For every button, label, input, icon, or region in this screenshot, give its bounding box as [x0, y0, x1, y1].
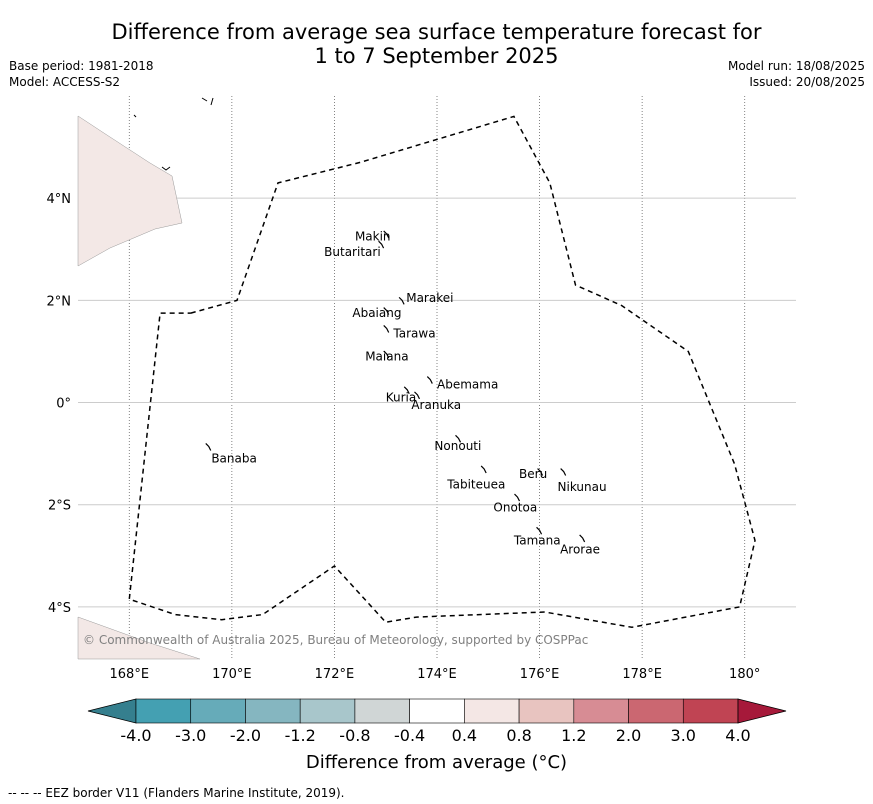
eez-border-line — [128, 115, 756, 629]
lat-tick-label: 2°S — [48, 499, 71, 514]
island-atoll-aranuka — [414, 391, 421, 400]
colorbar-bin — [354, 698, 410, 724]
title-line-1: Difference from average sea surface temp… — [111, 20, 762, 44]
model-text: Model: ACCESS-S2 — [9, 75, 121, 89]
island-atoll-maiana — [383, 350, 390, 359]
colorbar-bin — [464, 698, 520, 724]
island-atoll-onotoa — [514, 493, 521, 502]
island-label-marakei: Marakei — [406, 291, 453, 305]
colorbar-over-arrow — [737, 698, 787, 724]
island-atoll-arorae — [579, 534, 586, 543]
island-atoll-tamana — [536, 526, 543, 535]
lat-tick-label: 2°N — [47, 294, 72, 309]
colorbar-tick-label: -0.4 — [394, 726, 426, 745]
island-atoll-beru — [537, 468, 544, 476]
island-atoll-marakei — [398, 296, 405, 305]
lon-tick-label: 180° — [729, 667, 760, 682]
island-label-abaiang: Abaiang — [352, 306, 401, 320]
island-atoll-butaritari — [378, 240, 385, 249]
island-label-arorae: Arorae — [560, 543, 600, 557]
island-label-nikunau: Nikunau — [558, 480, 607, 494]
colorbar-tick-label: -2.0 — [229, 726, 262, 745]
land-bottom-left — [77, 616, 201, 660]
colorbar-tick-label: -0.8 — [339, 726, 371, 745]
issued-text: Issued: 20/08/2025 — [749, 75, 865, 89]
lon-tick-label: 170°E — [212, 667, 252, 682]
eez-border — [128, 115, 756, 629]
colorbar-tick-label: 0.4 — [451, 726, 478, 745]
island-atoll-nonouti — [455, 434, 462, 443]
landmasses — [77, 97, 214, 660]
meta-right: Model run: 18/08/2025 Issued: 20/08/2025 — [728, 58, 865, 90]
island-atoll-banaba — [205, 443, 212, 451]
island-label-tamana: Tamana — [513, 533, 561, 547]
colorbar-bin — [245, 698, 301, 724]
colorbar — [87, 698, 787, 724]
island-label-onotoa: Onotoa — [493, 500, 537, 514]
island-atoll-kuria — [403, 386, 410, 395]
island-atoll-abemama — [426, 376, 433, 384]
island-label-maiana: Maiana — [365, 350, 408, 364]
colorbar-bin — [682, 698, 739, 724]
island-atoll-makin — [383, 230, 390, 239]
island-label-aranuka: Aranuka — [411, 398, 461, 412]
colorbar-bin — [573, 698, 629, 724]
base-period-text: Base period: 1981-2018 — [9, 59, 154, 73]
axis-labels: 168°E 170°E 172°E 174°E 176°E 178°E 180° 4°N 2°N… — [47, 192, 761, 682]
lat-tick-label: 0° — [56, 397, 71, 412]
lon-tick-label: 174°E — [417, 667, 457, 682]
colorbar-tick-label: 1.2 — [561, 726, 587, 745]
lon-tick-label: 178°E — [622, 667, 662, 682]
colorbar-under-arrow — [87, 698, 137, 724]
island-label-butaritari: Butaritari — [324, 245, 381, 259]
colorbar-title: Difference from average (°C) — [305, 752, 568, 773]
map-title: Difference from average sea surface temp… — [0, 20, 873, 68]
island-label-beru: Beru — [519, 467, 547, 481]
colorbar-tick-label: 2.0 — [615, 726, 642, 745]
colorbar-bin — [409, 698, 465, 724]
island-atoll-tarawa — [383, 325, 390, 333]
island-label-abemama: Abemama — [437, 378, 498, 392]
island-label-tarawa: Tarawa — [392, 327, 435, 341]
island-label-tabiteuea: Tabiteuea — [446, 477, 505, 491]
colorbar-bin — [135, 698, 192, 724]
colorbar-bin — [299, 698, 356, 724]
colorbar-tick-label: -4.0 — [120, 726, 152, 745]
colorbar-bin — [190, 698, 246, 724]
island-label-nonouti: Nonouti — [434, 439, 481, 453]
copyright-text: © Commonwealth of Australia 2025, Bureau… — [83, 633, 588, 647]
colorbar-bin — [518, 698, 575, 724]
lon-tick-label: 168°E — [110, 667, 150, 682]
colorbar-tick-label: -3.0 — [175, 726, 207, 745]
lon-tick-label: 176°E — [520, 667, 560, 682]
lat-tick-label: 4°S — [48, 601, 71, 616]
land-top-left — [77, 115, 183, 267]
island-atoll-abaiang — [383, 307, 390, 315]
title-line-2: 1 to 7 September 2025 — [314, 44, 559, 68]
lon-tick-label: 172°E — [315, 667, 355, 682]
island-atoll-nikunau — [560, 468, 567, 476]
island-label-makin: Makin — [355, 230, 391, 244]
colorbar-tick-label: 4.0 — [725, 726, 751, 745]
island-label-banaba: Banaba — [211, 452, 257, 466]
island-atoll-tabiteuea — [480, 465, 487, 474]
eez-footnote: -- -- -- EEZ border V11 (Flanders Marine… — [8, 786, 345, 800]
lat-tick-label: 4°N — [47, 192, 72, 207]
coast-fragment — [133, 97, 214, 171]
colorbar-tick-label: 3.0 — [670, 726, 696, 745]
meta-left: Base period: 1981-2018 Model: ACCESS-S2 — [9, 58, 154, 90]
colorbar-tick-label: 0.8 — [506, 726, 532, 745]
model-run-text: Model run: 18/08/2025 — [727, 59, 865, 73]
colorbar-tick-label: -1.2 — [284, 726, 316, 745]
colorbar-bin — [628, 698, 684, 724]
island-label-kuria: Kuria — [386, 390, 417, 404]
